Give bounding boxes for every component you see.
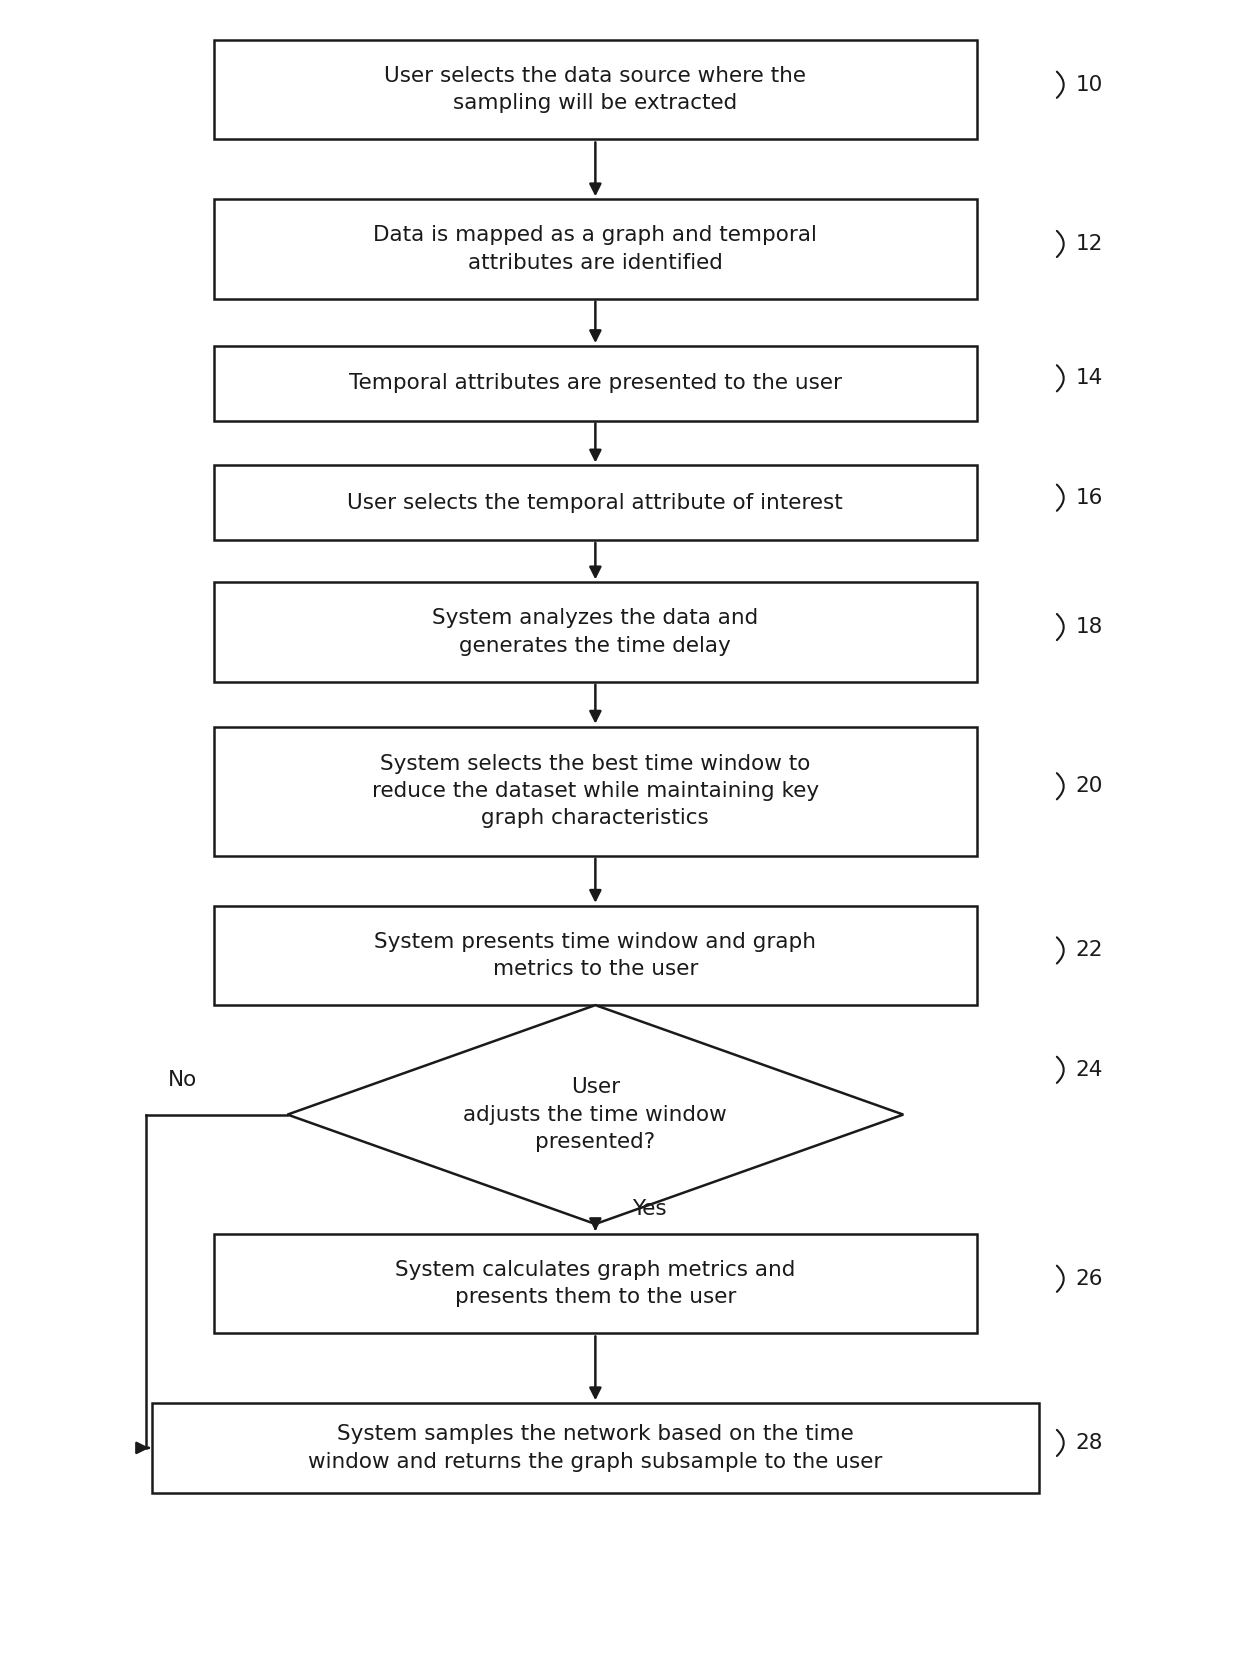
Text: Temporal attributes are presented to the user: Temporal attributes are presented to the… bbox=[348, 373, 842, 393]
Text: System analyzes the data and
generates the time delay: System analyzes the data and generates t… bbox=[433, 608, 759, 656]
FancyBboxPatch shape bbox=[213, 347, 977, 420]
Text: 14: 14 bbox=[1076, 368, 1104, 388]
FancyBboxPatch shape bbox=[213, 200, 977, 298]
Text: 12: 12 bbox=[1076, 233, 1104, 253]
Text: System selects the best time window to
reduce the dataset while maintaining key
: System selects the best time window to r… bbox=[372, 755, 818, 828]
FancyBboxPatch shape bbox=[213, 581, 977, 681]
Text: No: No bbox=[169, 1070, 197, 1090]
FancyBboxPatch shape bbox=[213, 465, 977, 540]
FancyBboxPatch shape bbox=[213, 1235, 977, 1333]
Text: System presents time window and graph
metrics to the user: System presents time window and graph me… bbox=[374, 931, 816, 980]
Text: 28: 28 bbox=[1076, 1433, 1104, 1453]
Text: 16: 16 bbox=[1076, 488, 1104, 508]
Text: Yes: Yes bbox=[632, 1200, 667, 1220]
FancyBboxPatch shape bbox=[213, 726, 977, 856]
Text: Data is mapped as a graph and temporal
attributes are identified: Data is mapped as a graph and temporal a… bbox=[373, 225, 817, 273]
Text: 24: 24 bbox=[1076, 1060, 1104, 1080]
Text: 22: 22 bbox=[1076, 940, 1104, 960]
Text: 20: 20 bbox=[1076, 776, 1104, 796]
Text: System calculates graph metrics and
presents them to the user: System calculates graph metrics and pres… bbox=[396, 1259, 796, 1308]
FancyBboxPatch shape bbox=[213, 906, 977, 1005]
Text: 10: 10 bbox=[1076, 75, 1102, 95]
Text: 18: 18 bbox=[1076, 616, 1104, 636]
Text: User selects the temporal attribute of interest: User selects the temporal attribute of i… bbox=[347, 493, 843, 513]
Text: User selects the data source where the
sampling will be extracted: User selects the data source where the s… bbox=[384, 67, 806, 113]
Text: System samples the network based on the time
window and returns the graph subsam: System samples the network based on the … bbox=[309, 1424, 883, 1471]
Text: 26: 26 bbox=[1076, 1269, 1104, 1289]
FancyBboxPatch shape bbox=[213, 40, 977, 140]
FancyBboxPatch shape bbox=[153, 1403, 1039, 1493]
Polygon shape bbox=[288, 1005, 903, 1225]
Text: User
adjusts the time window
presented?: User adjusts the time window presented? bbox=[464, 1078, 727, 1151]
